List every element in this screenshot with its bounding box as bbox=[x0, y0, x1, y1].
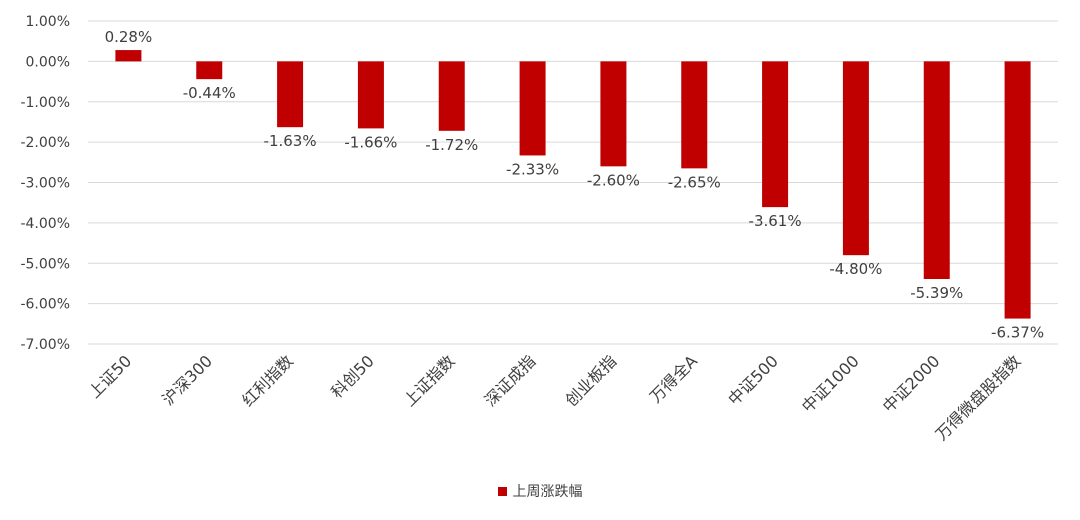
bar bbox=[681, 61, 708, 169]
data-label: -1.66% bbox=[344, 133, 397, 151]
bar bbox=[762, 61, 789, 208]
data-label: -5.39% bbox=[910, 284, 963, 302]
x-tick-label: 万得微盘股指数 bbox=[932, 351, 1025, 444]
x-axis-ticks: 上证50 沪深300 红利指数 科创50 上证指数 深证成指 创业板指 万得全A 中证500 中证… bbox=[85, 351, 1025, 444]
bar bbox=[600, 61, 627, 167]
data-label: -2.33% bbox=[506, 160, 559, 178]
x-tick-label: 上证指数 bbox=[400, 351, 459, 410]
x-tick-label: 上证50 bbox=[85, 351, 135, 401]
x-tick-label: 沪深300 bbox=[158, 351, 216, 409]
x-tick-label: 万得全A bbox=[646, 351, 701, 406]
x-tick-label: 深证成指 bbox=[481, 351, 540, 410]
x-tick-label: 红利指数 bbox=[238, 351, 297, 410]
data-label: 0.28% bbox=[105, 28, 153, 46]
y-tick-label: -4.00% bbox=[20, 216, 70, 232]
data-label: -6.37% bbox=[991, 324, 1044, 342]
y-tick-label: -1.00% bbox=[20, 95, 70, 111]
bar bbox=[438, 61, 465, 131]
x-tick-label: 中证500 bbox=[724, 351, 782, 409]
bar bbox=[842, 61, 869, 256]
y-tick-label: -7.00% bbox=[20, 337, 70, 353]
x-tick-label: 创业板指 bbox=[562, 351, 621, 410]
data-labels: 0.28% -0.44% -1.63% -1.66% -1.72% -2.33% -2.60… bbox=[105, 28, 1045, 341]
legend: 上周涨跌幅 bbox=[0, 481, 1080, 501]
bar bbox=[519, 61, 546, 156]
data-label: -2.60% bbox=[587, 171, 640, 189]
legend-label: 上周涨跌幅 bbox=[512, 484, 583, 500]
bars bbox=[115, 50, 1031, 319]
y-tick-label: -3.00% bbox=[20, 176, 70, 192]
x-tick-label: 中证1000 bbox=[798, 351, 863, 416]
y-tick-label: -5.00% bbox=[20, 256, 70, 272]
gridlines bbox=[88, 20, 1058, 345]
x-tick-label: 中证2000 bbox=[879, 351, 944, 416]
x-tick-label: 科创50 bbox=[327, 351, 377, 401]
data-label: -3.61% bbox=[749, 212, 802, 230]
bar bbox=[923, 61, 950, 279]
y-tick-label: -6.00% bbox=[20, 297, 70, 313]
y-tick-label: -2.00% bbox=[20, 135, 70, 151]
legend-swatch bbox=[497, 487, 507, 496]
bar bbox=[1004, 61, 1031, 319]
y-tick-label: 1.00% bbox=[26, 14, 70, 30]
data-label: -2.65% bbox=[668, 173, 721, 191]
bar bbox=[196, 61, 223, 80]
data-label: -1.72% bbox=[425, 136, 478, 154]
data-label: -0.44% bbox=[183, 84, 236, 102]
y-axis-ticks: 1.00% 0.00% -1.00% -2.00% -3.00% -4.00% -5.00%… bbox=[20, 14, 70, 353]
bar bbox=[115, 50, 142, 62]
bar bbox=[277, 61, 304, 128]
data-label: -4.80% bbox=[829, 260, 882, 278]
data-label: -1.63% bbox=[264, 132, 317, 150]
bar bbox=[357, 61, 384, 129]
y-tick-label: 0.00% bbox=[26, 54, 70, 70]
